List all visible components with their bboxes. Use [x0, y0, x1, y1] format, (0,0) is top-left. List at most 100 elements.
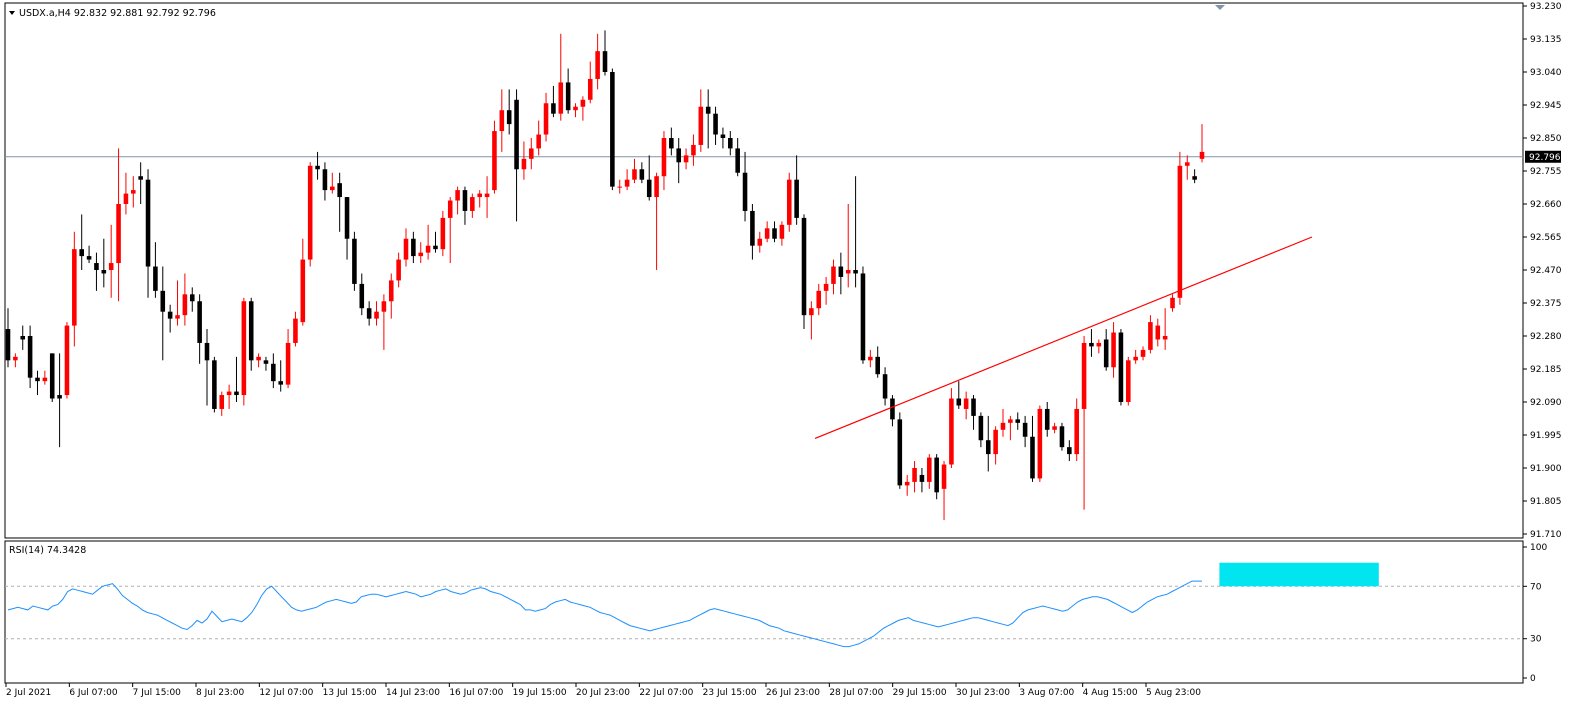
rsi-tick-label: 0	[1530, 674, 1536, 684]
main-panel-frame	[4, 2, 1524, 539]
candle	[337, 172, 342, 232]
price-tick-label: 91.995	[1530, 431, 1562, 441]
candle	[632, 158, 637, 184]
current-price-box	[1525, 150, 1561, 163]
candle-body	[750, 210, 755, 246]
candle	[587, 61, 593, 104]
candle	[20, 325, 26, 350]
candle	[750, 204, 755, 260]
candle	[403, 228, 409, 267]
rsi-line	[7, 580, 1202, 648]
candle	[904, 474, 910, 496]
candle-body	[160, 290, 166, 312]
time-tick-label: 30 Jul 23:00	[956, 688, 1010, 698]
candle	[1118, 329, 1124, 406]
symbol-header[interactable]: USDX.a,H4 92.832 92.881 92.792 92.796	[9, 8, 216, 19]
candle	[1037, 405, 1043, 482]
candle	[256, 353, 261, 368]
candle	[492, 120, 497, 194]
candle	[1015, 412, 1021, 430]
price-tick-label: 93.230	[1530, 2, 1562, 12]
candle-body	[875, 356, 880, 375]
candle	[728, 131, 733, 156]
rsi-tick-label: 100	[1530, 543, 1547, 553]
price-tick-label: 91.710	[1530, 530, 1562, 540]
candle	[5, 308, 11, 368]
price-tick-label: 91.900	[1530, 464, 1562, 474]
candle	[440, 210, 446, 257]
candle	[1140, 346, 1146, 361]
candle-body	[315, 165, 320, 170]
candle	[388, 273, 394, 319]
candle	[978, 412, 984, 448]
price-tick-label: 93.040	[1530, 68, 1562, 78]
candle-body	[1148, 322, 1153, 350]
candle	[551, 85, 556, 118]
candle	[27, 325, 33, 389]
chevron-down-icon[interactable]	[9, 11, 15, 15]
candle-body	[912, 468, 917, 482]
candle	[506, 89, 512, 135]
candle-body	[411, 238, 416, 257]
candle-body	[632, 169, 637, 180]
candle	[248, 297, 254, 371]
candle	[278, 360, 283, 392]
candle	[985, 415, 991, 472]
candle-body	[646, 179, 652, 198]
candle-body	[1059, 426, 1065, 448]
trendline[interactable]	[814, 236, 1313, 440]
candle	[234, 356, 239, 402]
candle-body	[27, 336, 33, 378]
candle-body	[639, 169, 645, 180]
candle-body	[1170, 297, 1175, 309]
time-tick-label: 29 Jul 15:00	[893, 688, 947, 698]
candle-body	[1192, 176, 1197, 180]
candle	[1111, 322, 1116, 378]
candle	[573, 103, 578, 118]
candle-body	[42, 377, 48, 382]
price-tick-label: 92.185	[1530, 365, 1562, 375]
time-axis: 2 Jul 2021 6 Jul 07:00 7 Jul 15:00 8 Jul 23…	[5, 683, 1201, 698]
candle-body	[108, 263, 114, 270]
candle-body	[1074, 408, 1079, 455]
candle	[595, 33, 600, 90]
candle	[352, 231, 357, 291]
candle	[116, 148, 121, 302]
candle	[1162, 308, 1168, 350]
candle	[669, 127, 674, 156]
candle-body	[79, 249, 84, 257]
candle	[720, 127, 726, 149]
chart-shift-icon[interactable]	[1215, 5, 1225, 10]
candle-body	[337, 183, 342, 198]
candle	[315, 151, 320, 180]
candle	[94, 252, 99, 291]
time-tick-label: 2 Jul 2021	[6, 688, 51, 698]
price-tick-label: 92.945	[1530, 101, 1562, 111]
candle	[543, 92, 549, 142]
candle-body	[226, 391, 232, 396]
candle	[49, 353, 55, 402]
candle-body	[735, 148, 740, 173]
candle	[624, 169, 630, 191]
candle-body	[949, 398, 954, 465]
candle	[742, 151, 748, 222]
time-tick-label: 14 Jul 23:00	[386, 688, 440, 698]
candle	[794, 155, 799, 225]
candle-body	[1162, 336, 1168, 340]
candle	[779, 221, 785, 246]
candle-body	[934, 457, 939, 493]
candle	[462, 186, 468, 225]
candle	[882, 367, 888, 406]
time-tick-label: 13 Jul 15:00	[323, 688, 377, 698]
candle	[79, 214, 84, 270]
candle-body	[683, 155, 689, 163]
candle	[698, 89, 704, 152]
candle	[1030, 415, 1035, 482]
candle-body	[853, 270, 858, 274]
candle-body	[691, 144, 696, 156]
time-tick-label: 22 Jul 07:00	[639, 688, 693, 698]
candle	[1052, 422, 1057, 434]
time-tick-label: 28 Jul 07:00	[829, 688, 883, 698]
time-tick-label: 3 Aug 07:00	[1019, 688, 1074, 698]
